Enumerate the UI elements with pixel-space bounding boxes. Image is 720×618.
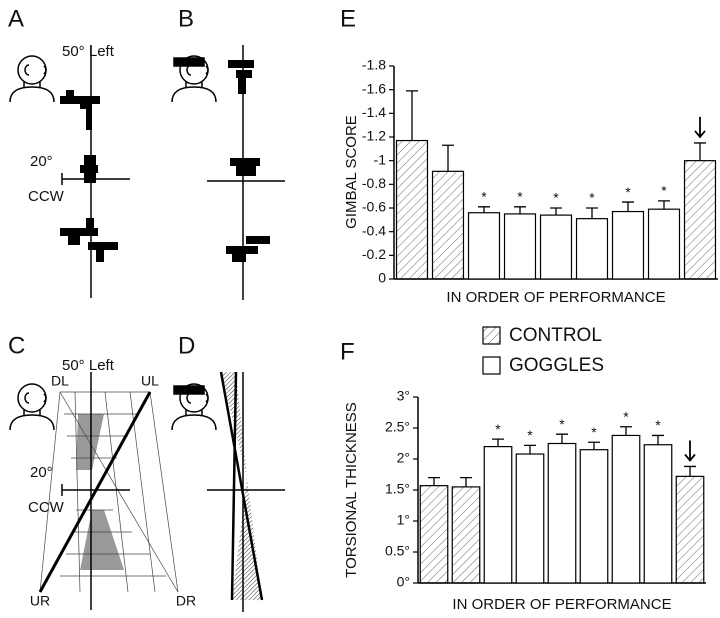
error-bar xyxy=(406,90,418,141)
corner-label: UL xyxy=(141,373,159,389)
panel-c: C 50° Left 20° CCW DL UL UR DR xyxy=(8,332,196,610)
bar xyxy=(683,160,717,280)
bar xyxy=(395,139,429,280)
y-tick-label: -0.8 xyxy=(362,175,386,191)
y-tick-label: 2° xyxy=(397,450,410,466)
error-bar xyxy=(524,444,536,455)
significance-marker: * xyxy=(527,427,533,443)
y-tick-label: 2.5° xyxy=(385,419,410,435)
error-bar xyxy=(586,207,598,219)
significance-marker: * xyxy=(589,190,595,206)
axis-label: CCW xyxy=(28,499,65,516)
y-tick-label: -0.4 xyxy=(362,222,386,238)
panel-letter: E xyxy=(340,5,356,32)
arrow-marker xyxy=(684,440,696,462)
y-tick-label: -1.6 xyxy=(362,80,386,96)
significance-marker: * xyxy=(655,417,661,433)
bar xyxy=(431,170,465,280)
error-bar xyxy=(658,200,670,210)
panel-letter: F xyxy=(340,338,355,365)
y-axis-label: TORSIONAL THICKNESS xyxy=(343,402,360,578)
error-bar xyxy=(556,433,568,444)
legend-label: CONTROL xyxy=(509,325,602,346)
bar xyxy=(467,212,501,280)
legend-label: GOGGLES xyxy=(509,355,604,376)
axis-label: 20° xyxy=(30,464,53,481)
legend-swatch xyxy=(482,356,501,375)
significance-marker: * xyxy=(625,184,631,200)
significance-marker: * xyxy=(591,424,597,440)
axis-label: 20° xyxy=(30,153,53,170)
error-bar xyxy=(428,476,440,486)
corner-label: UR xyxy=(30,593,50,609)
bar xyxy=(579,449,609,584)
y-tick-label: -0.2 xyxy=(362,246,386,262)
significance-marker: * xyxy=(661,183,667,199)
y-tick-label: 0° xyxy=(397,574,410,590)
x-axis-label: IN ORDER OF PERFORMANCE xyxy=(452,596,671,613)
panel-d: D xyxy=(171,332,285,612)
significance-marker: * xyxy=(517,189,523,205)
error-bar xyxy=(478,206,490,213)
error-bar xyxy=(684,465,696,477)
y-tick-label: 0 xyxy=(378,270,386,286)
axis-label: 50° Left xyxy=(62,357,115,374)
error-bar xyxy=(550,207,562,216)
x-axis-label: IN ORDER OF PERFORMANCE xyxy=(446,289,665,306)
y-tick-label: -1 xyxy=(374,151,387,167)
bar xyxy=(515,453,545,584)
y-tick-label: 0.5° xyxy=(385,543,410,559)
corner-label: DR xyxy=(176,593,196,609)
bar xyxy=(547,442,577,584)
error-bar xyxy=(588,441,600,450)
y-tick-label: -1.2 xyxy=(362,128,386,144)
error-bar xyxy=(492,438,504,447)
bar xyxy=(575,218,609,280)
bar xyxy=(643,444,673,584)
panel-letter: B xyxy=(178,5,194,32)
error-bar xyxy=(514,206,526,214)
significance-marker: * xyxy=(559,416,565,432)
y-tick-label: -0.6 xyxy=(362,199,386,215)
significance-marker: * xyxy=(481,189,487,205)
panel-a: A 50° Left 20° CCW xyxy=(8,5,130,298)
bar xyxy=(611,210,645,280)
bar xyxy=(611,434,641,584)
axis-label: CCW xyxy=(28,188,65,205)
error-bar xyxy=(620,426,632,436)
bar xyxy=(503,213,537,280)
panel-letter: D xyxy=(178,332,195,359)
error-bar xyxy=(694,142,706,161)
panel-letter: C xyxy=(8,332,25,359)
bar xyxy=(483,446,513,584)
y-tick-label: 1.5° xyxy=(385,481,410,497)
error-bar xyxy=(442,144,454,172)
error-bar xyxy=(652,434,664,445)
corner-label: DL xyxy=(51,373,69,389)
significance-marker: * xyxy=(623,408,629,424)
arrow-marker xyxy=(694,116,706,139)
error-bar xyxy=(460,476,472,487)
significance-marker: * xyxy=(495,421,501,437)
y-tick-label: 3° xyxy=(397,388,410,404)
significance-marker: * xyxy=(553,190,559,206)
error-bar xyxy=(622,201,634,212)
bar-panels: E 0 -0.2 -0.4 -0.6 -0.8 -1 -1.2 -1.4 -1.6 -1.8 GIMB… xyxy=(340,5,718,613)
bar xyxy=(675,475,705,584)
axis-label: 50° Left xyxy=(62,43,115,60)
bar xyxy=(419,485,449,584)
y-tick-label: 1° xyxy=(397,512,410,528)
bar xyxy=(539,214,573,280)
bar xyxy=(451,486,481,584)
panel-b: B xyxy=(171,5,285,300)
y-tick-label: -1.4 xyxy=(362,104,386,120)
y-axis-label: GIMBAL SCORE xyxy=(343,115,360,229)
legend-swatch xyxy=(482,326,501,345)
bar xyxy=(647,208,681,280)
y-tick-label: -1.8 xyxy=(362,57,386,73)
panel-letter: A xyxy=(8,5,24,32)
